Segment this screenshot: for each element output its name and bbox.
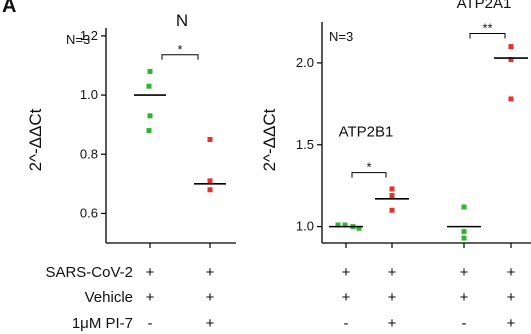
condition-value: + bbox=[342, 289, 351, 306]
condition-value: - bbox=[148, 315, 153, 332]
chart-n-point bbox=[207, 136, 213, 142]
chart-atp-y-tick-label: 1.0 bbox=[296, 219, 314, 234]
condition-value: + bbox=[388, 264, 397, 281]
chart-atp-point bbox=[461, 204, 467, 210]
condition-label-pi7: 1μM PI-7 bbox=[72, 315, 133, 332]
condition-value: + bbox=[507, 264, 516, 281]
chart-n-significance-label: * bbox=[177, 42, 182, 57]
condition-value: + bbox=[146, 289, 155, 306]
chart-atp-significance-bracket bbox=[351, 172, 387, 178]
chart-n-y-tick-label: 1.2 bbox=[80, 28, 98, 43]
chart-n-y-tick-label: 0.6 bbox=[80, 205, 98, 220]
chart-atp-point bbox=[389, 186, 395, 192]
chart-atp-subgroup-label: ATP2B1 bbox=[339, 124, 394, 141]
condition-value: + bbox=[388, 315, 397, 332]
chart-atp-point bbox=[342, 222, 348, 228]
condition-value: + bbox=[206, 264, 215, 281]
chart-n-title: N bbox=[176, 11, 188, 30]
chart-atp-point bbox=[508, 44, 514, 50]
chart-n-significance-bracket bbox=[161, 54, 199, 60]
chart-atp-significance-label: ** bbox=[482, 20, 492, 35]
chart-atp-point bbox=[461, 235, 467, 241]
chart-n-point bbox=[146, 83, 152, 89]
chart-n-point bbox=[147, 113, 153, 119]
chart-n-point bbox=[147, 68, 153, 74]
condition-value: + bbox=[342, 264, 351, 281]
chart-n-y-axis-label: 2^-ΔΔCt bbox=[26, 108, 45, 171]
condition-label-sars: SARS-CoV-2 bbox=[45, 264, 133, 281]
chart-atp-point bbox=[461, 229, 467, 235]
chart-atp-point bbox=[335, 222, 341, 228]
condition-value: + bbox=[507, 315, 516, 332]
chart-n-point bbox=[207, 178, 213, 184]
conditions-table: SARS-CoV-2 Vehicle 1μM PI-7 + + + + + + + + + + + +… bbox=[45, 264, 515, 332]
chart-atp-point bbox=[508, 57, 514, 63]
chart-atp-y-tick-label: 2.0 bbox=[296, 55, 314, 70]
chart-atp-y-axis-label: 2^-ΔΔCt bbox=[260, 108, 279, 171]
chart-atp-point bbox=[389, 193, 395, 199]
chart-atp-significance-label: * bbox=[366, 160, 371, 175]
chart-atp-point bbox=[389, 207, 395, 213]
chart-n-point bbox=[146, 128, 152, 134]
condition-value: + bbox=[388, 289, 397, 306]
chart-n-y-tick-label: 1.0 bbox=[80, 87, 98, 102]
chart-n-point bbox=[207, 187, 213, 193]
chart-atp-title: ATP2A1 bbox=[457, 0, 512, 12]
chart-n-y-tick-label: 0.8 bbox=[80, 146, 98, 161]
condition-value: + bbox=[206, 289, 215, 306]
condition-value: - bbox=[344, 315, 349, 332]
condition-value: + bbox=[146, 264, 155, 281]
chart-atp-n-label: N=3 bbox=[329, 29, 353, 44]
condition-value: + bbox=[460, 264, 469, 281]
condition-label-vehicle: Vehicle bbox=[85, 289, 133, 306]
chart-atp-significance-bracket bbox=[469, 32, 506, 39]
chart-n: N N=3 2^-ΔΔCt 0.6 0.8 1.0 1.2 * bbox=[26, 11, 236, 248]
condition-value: + bbox=[460, 289, 469, 306]
chart-atp-point bbox=[508, 96, 514, 102]
chart-n-n-label: N=3 bbox=[66, 32, 90, 47]
condition-value: - bbox=[462, 315, 467, 332]
chart-atp: ATP2A1 N=3 2^-ΔΔCt 1.0 1.5 2.0 * ATP2B1 ** bbox=[260, 0, 531, 248]
panel-letter: A bbox=[2, 0, 16, 17]
condition-value: + bbox=[507, 289, 516, 306]
chart-atp-point bbox=[356, 225, 362, 231]
chart-atp-y-tick-label: 1.5 bbox=[296, 137, 314, 152]
condition-value: + bbox=[206, 315, 215, 332]
